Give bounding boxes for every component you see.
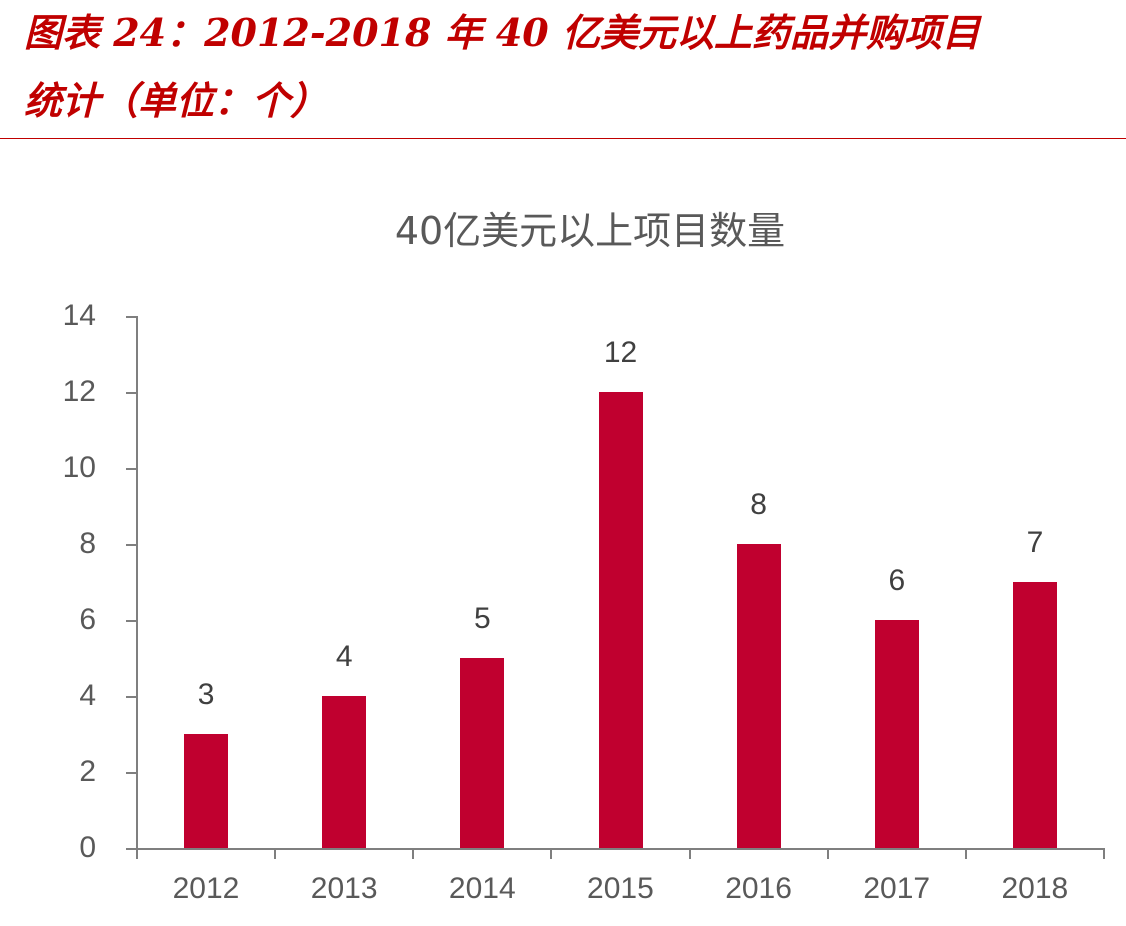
x-tick-mark (550, 848, 553, 859)
data-label: 5 (474, 602, 491, 635)
x-tick-label: 2014 (448, 872, 516, 905)
y-tick-label: 10 (62, 451, 96, 484)
y-tick-mark (126, 848, 137, 850)
x-tick-mark (964, 848, 967, 859)
y-tick-label: 12 (62, 375, 96, 408)
data-label: 3 (197, 678, 215, 711)
x-axis (126, 848, 1105, 850)
x-tick-label: 2012 (172, 872, 240, 905)
x-tick-mark (826, 848, 829, 859)
data-label: 12 (603, 336, 638, 369)
figure-title-line1: 图表 24：2012-2018 年 40 亿美元以上药品并购项目 (24, 10, 980, 55)
x-tick-label: 2015 (587, 872, 654, 905)
chart-title: 40亿美元以上项目数量 (394, 209, 786, 253)
y-tick-mark (126, 772, 137, 774)
figure-title-line2: 统计（单位：个） (24, 78, 329, 123)
y-tick-mark (126, 316, 137, 318)
bar-2016 (736, 544, 781, 848)
y-tick-label: 8 (79, 527, 96, 560)
bar-2012 (184, 734, 229, 848)
bar-2013 (322, 696, 367, 848)
y-tick-mark (126, 544, 137, 546)
bar-2018 (1012, 582, 1057, 848)
x-tick-mark (688, 848, 691, 859)
data-label: 8 (750, 488, 767, 521)
x-tick-label: 2018 (1001, 872, 1069, 905)
y-tick-label: 0 (79, 831, 96, 864)
y-tick-mark (126, 620, 137, 622)
x-tick-label: 2017 (863, 872, 931, 905)
y-tick-mark (126, 468, 137, 470)
x-tick-label: 2016 (725, 872, 792, 905)
x-tick-mark (274, 848, 277, 859)
y-tick-label: 6 (79, 603, 96, 636)
y-tick-label: 14 (62, 299, 96, 332)
x-tick-label: 2013 (310, 872, 378, 905)
data-label: 4 (335, 640, 353, 673)
y-tick-label: 4 (79, 679, 96, 712)
y-axis (136, 316, 138, 850)
bar-2015 (598, 392, 643, 848)
y-tick-mark (126, 392, 137, 394)
bar-2017 (874, 620, 919, 848)
x-tick-mark (1103, 848, 1105, 859)
x-tick-mark (412, 848, 415, 859)
data-label: 7 (1026, 526, 1044, 559)
data-label: 6 (888, 564, 906, 597)
bar-2014 (460, 658, 505, 848)
y-tick-label: 2 (79, 755, 96, 788)
y-tick-mark (126, 696, 137, 698)
title-divider (0, 138, 1126, 139)
x-tick-mark (136, 848, 138, 859)
